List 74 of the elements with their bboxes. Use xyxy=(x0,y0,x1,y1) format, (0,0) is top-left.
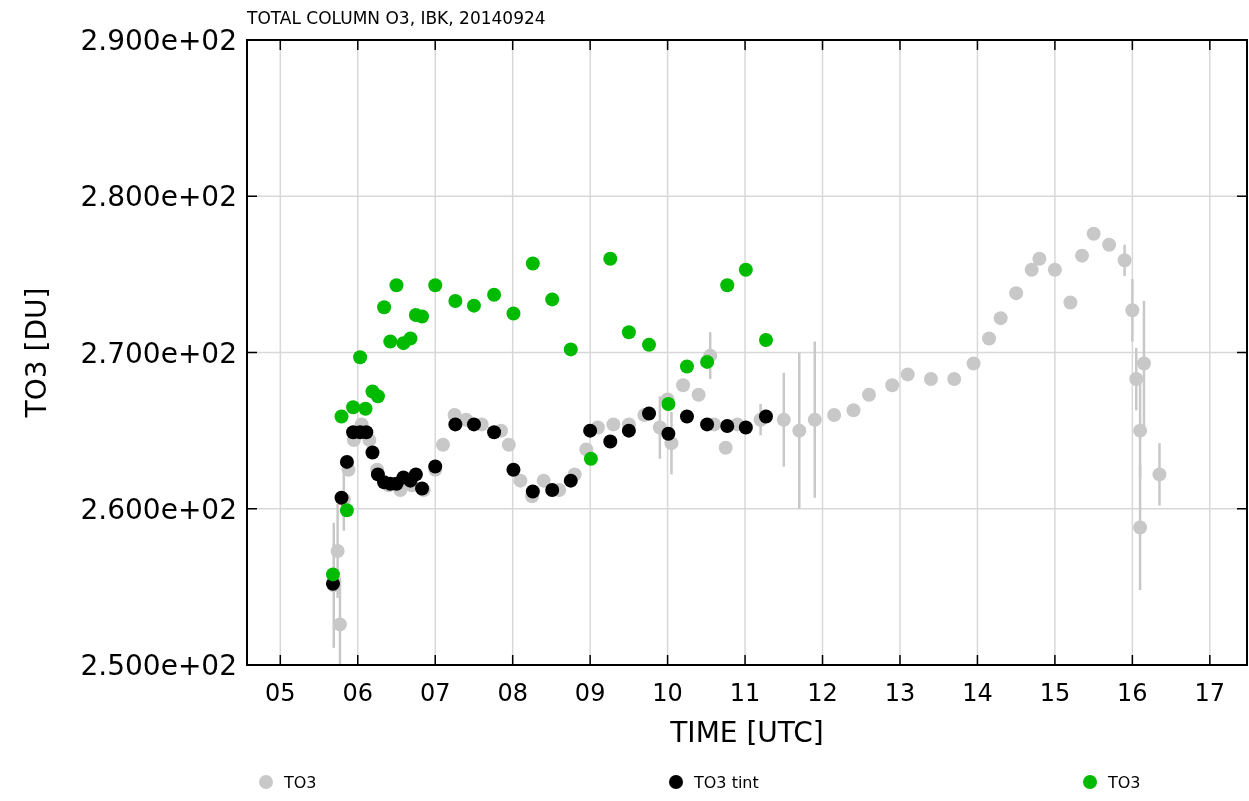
x-tick-label: 12 xyxy=(807,679,838,707)
point xyxy=(621,325,636,340)
point xyxy=(415,309,430,324)
point xyxy=(466,417,481,432)
point xyxy=(642,406,657,421)
point xyxy=(738,262,753,277)
point xyxy=(370,389,385,404)
x-axis-title: TIME [UTC] xyxy=(669,716,824,749)
point xyxy=(642,337,657,352)
point xyxy=(583,423,598,438)
point xyxy=(525,484,540,499)
point xyxy=(758,409,773,424)
x-tick-label: 08 xyxy=(497,679,528,707)
point xyxy=(679,359,694,374)
point xyxy=(448,417,463,432)
point xyxy=(506,306,521,321)
x-tick-label: 10 xyxy=(652,679,683,707)
y-tick-label: 2.900e+02 xyxy=(80,24,237,57)
point xyxy=(603,434,618,449)
point xyxy=(487,425,502,440)
x-tick-label: 06 xyxy=(342,679,374,707)
point xyxy=(563,342,578,357)
point xyxy=(720,418,735,433)
y-tick-label: 2.800e+02 xyxy=(80,180,237,214)
point xyxy=(334,409,349,424)
point xyxy=(428,278,443,293)
point xyxy=(700,417,715,432)
point xyxy=(583,451,598,466)
x-tick-label: 11 xyxy=(729,679,761,707)
point xyxy=(487,287,502,302)
x-tick-label: 15 xyxy=(1039,679,1071,707)
y-axis-title: TO3 [DU] xyxy=(20,287,53,419)
point xyxy=(358,401,373,416)
point xyxy=(563,473,578,488)
point xyxy=(661,426,676,441)
point xyxy=(506,462,521,477)
point xyxy=(466,298,481,313)
point xyxy=(700,354,715,369)
point xyxy=(339,503,354,518)
point xyxy=(339,454,354,469)
point xyxy=(403,331,418,346)
y-tick-label: 2.700e+02 xyxy=(80,336,237,370)
legend-label: TO3 xyxy=(283,773,317,792)
x-tick-label: 14 xyxy=(962,679,993,707)
x-tick-label: 13 xyxy=(884,679,916,707)
point xyxy=(758,333,773,347)
x-tick-label: 17 xyxy=(1194,679,1226,707)
point xyxy=(325,567,340,582)
point xyxy=(738,420,753,435)
point xyxy=(545,483,560,497)
point xyxy=(603,251,618,266)
y-tick-label: 2.500e+02 xyxy=(80,649,237,682)
x-tick-label: 09 xyxy=(574,679,606,707)
x-tick-label: 16 xyxy=(1117,679,1148,707)
point xyxy=(720,278,735,293)
point xyxy=(365,445,380,460)
point xyxy=(346,400,361,415)
point xyxy=(448,293,463,308)
x-tick-label: 05 xyxy=(265,679,296,707)
chart-title: TOTAL COLUMN O3, IBK, 20140924 xyxy=(246,8,546,28)
point xyxy=(621,423,636,438)
point xyxy=(353,350,368,365)
point xyxy=(383,334,398,349)
x-tick-label: 07 xyxy=(419,679,451,707)
point xyxy=(377,300,392,315)
legend-label: TO3 xyxy=(1107,773,1141,792)
point xyxy=(408,467,423,482)
point xyxy=(389,278,404,293)
point xyxy=(679,409,694,424)
y-tick-label: 2.600e+02 xyxy=(80,492,237,526)
legend-label: TO3 tint xyxy=(693,773,759,792)
point xyxy=(525,256,540,271)
point xyxy=(661,397,676,412)
point xyxy=(545,292,560,307)
